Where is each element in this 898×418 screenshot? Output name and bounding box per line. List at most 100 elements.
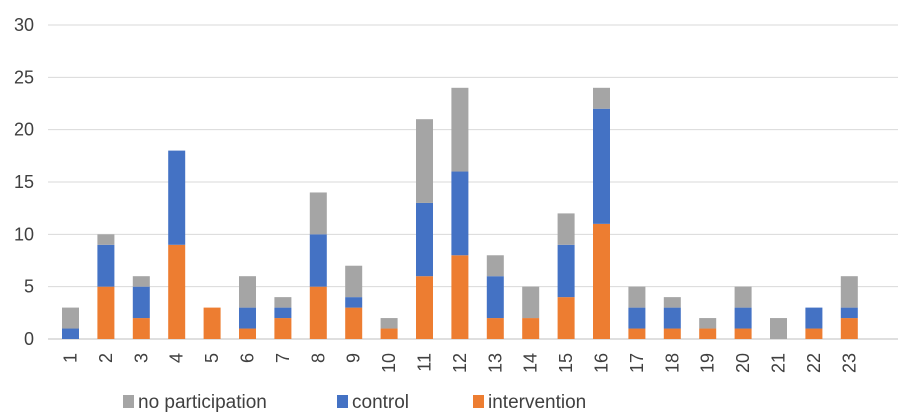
bar-no-participation-1	[62, 307, 79, 329]
bar-no-participation-11	[416, 119, 433, 203]
bar-no-participation-17	[628, 286, 646, 308]
bar-intervention-12	[451, 255, 469, 339]
bar-intervention-23	[840, 318, 858, 339]
bar-no-participation-10	[380, 318, 398, 329]
y-tick-label: 0	[24, 329, 34, 349]
bar-intervention-19	[699, 328, 717, 339]
x-tick-label: 22	[804, 353, 824, 373]
bar-no-participation-18	[663, 297, 681, 308]
bar-control-20	[734, 307, 752, 329]
bar-control-11	[416, 202, 433, 277]
bar-control-8	[309, 234, 327, 287]
x-tick-label: 18	[662, 353, 682, 373]
x-tick-label: 2	[96, 353, 116, 363]
x-tick-label: 17	[627, 353, 647, 373]
bar-intervention-15	[557, 297, 575, 339]
bar-no-participation-23	[840, 276, 858, 308]
x-tick-label: 21	[769, 353, 789, 373]
bar-control-6	[239, 307, 256, 329]
bar-control-9	[345, 297, 363, 308]
x-tick-label: 16	[592, 353, 612, 373]
legend-swatch-intervention	[473, 395, 484, 408]
x-tick-label: 10	[379, 353, 399, 373]
bar-no-participation-9	[345, 265, 363, 298]
bar-intervention-22	[805, 328, 823, 339]
bar-intervention-10	[380, 328, 398, 339]
bar-no-participation-20	[734, 286, 752, 308]
bar-no-participation-8	[309, 192, 327, 235]
bar-intervention-18	[663, 328, 681, 339]
legend-swatch-no-participation	[123, 395, 134, 408]
bar-control-2	[97, 244, 115, 287]
legend-label-no-participation: no participation	[138, 392, 267, 413]
bar-no-participation-2	[97, 234, 115, 245]
gridlines	[48, 24, 898, 340]
bar-no-participation-13	[486, 255, 504, 277]
legend: no participation control intervention	[123, 392, 586, 413]
x-tick-label: 12	[450, 353, 470, 373]
x-tick-label: 4	[167, 353, 187, 363]
x-tick-label: 20	[733, 353, 753, 373]
bar-intervention-6	[239, 328, 256, 339]
bar-control-3	[132, 286, 150, 319]
bar-intervention-16	[593, 223, 610, 339]
bar-intervention-13	[486, 318, 504, 339]
x-tick-label: 13	[485, 353, 505, 373]
bar-intervention-2	[97, 286, 115, 339]
x-tick-label: 19	[698, 353, 718, 373]
legend-swatch-control	[337, 395, 348, 408]
x-tick-label: 8	[308, 353, 328, 363]
bar-intervention-7	[274, 318, 292, 339]
y-tick-label: 15	[14, 172, 34, 192]
x-tick-label: 9	[344, 353, 364, 363]
x-tick-label: 11	[415, 353, 435, 372]
bar-no-participation-14	[522, 286, 540, 319]
y-axis-ticks: 0 5 10 15 20 25 30	[14, 15, 34, 349]
bar-intervention-5	[203, 307, 221, 339]
legend-label-control: control	[352, 392, 409, 413]
bar-intervention-4	[168, 244, 186, 339]
y-tick-label: 30	[14, 15, 34, 35]
bar-control-12	[451, 171, 469, 256]
bar-control-16	[593, 108, 610, 224]
bar-control-4	[168, 150, 186, 245]
bars	[62, 87, 858, 339]
bar-no-participation-7	[274, 297, 292, 308]
bar-intervention-9	[345, 307, 363, 339]
bar-control-7	[274, 307, 292, 319]
y-tick-label: 25	[14, 67, 34, 87]
bar-control-22	[805, 307, 823, 329]
y-tick-label: 20	[14, 120, 34, 140]
x-tick-label: 23	[839, 353, 859, 373]
bar-control-15	[557, 244, 575, 298]
x-tick-label: 15	[556, 353, 576, 373]
x-axis-ticks: 1 2 3 4 5 6 7 8 9 10 11 12 13 14 15 16 17 18 19 20 21 22 23	[61, 353, 860, 373]
y-tick-label: 10	[14, 224, 34, 244]
bar-control-1	[62, 328, 79, 339]
x-tick-label: 6	[238, 353, 258, 363]
bar-control-17	[628, 307, 646, 329]
x-tick-label: 5	[202, 353, 222, 363]
bar-intervention-11	[416, 276, 433, 339]
y-tick-label: 5	[24, 277, 34, 297]
bar-no-participation-19	[699, 318, 717, 329]
x-tick-label: 14	[521, 353, 541, 373]
bar-intervention-14	[522, 318, 540, 339]
bar-no-participation-16	[593, 87, 610, 109]
bar-no-participation-6	[239, 276, 256, 308]
bar-no-participation-3	[132, 276, 150, 287]
bar-intervention-8	[309, 286, 327, 339]
bar-no-participation-12	[451, 87, 469, 172]
bar-intervention-20	[734, 328, 752, 339]
bar-control-13	[486, 276, 504, 319]
bar-intervention-3	[132, 318, 150, 339]
x-tick-label: 7	[273, 353, 293, 363]
bar-control-18	[663, 307, 681, 329]
x-tick-label: 3	[131, 353, 151, 363]
bar-no-participation-15	[557, 213, 575, 245]
x-tick-label: 1	[61, 353, 81, 363]
legend-label-intervention: intervention	[488, 392, 586, 413]
bar-no-participation-21	[770, 318, 787, 339]
bar-control-23	[840, 307, 858, 319]
